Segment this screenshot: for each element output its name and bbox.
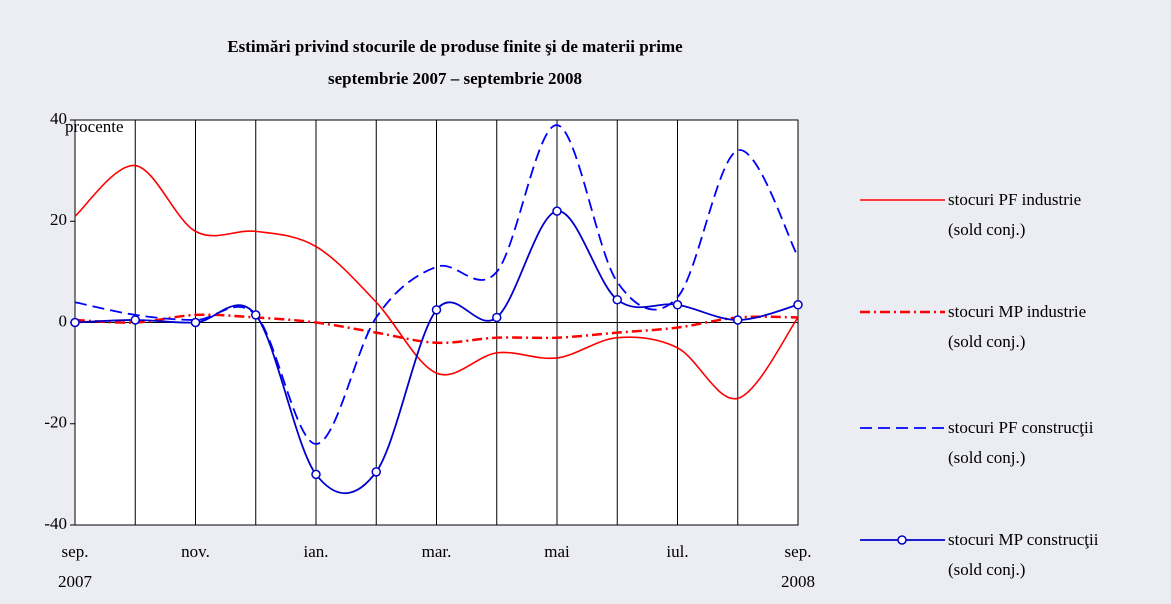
series-line bbox=[74, 313, 799, 345]
marker bbox=[130, 315, 140, 325]
marker bbox=[190, 317, 201, 328]
chart-title: Estimări privind stocurile de produse fi… bbox=[227, 37, 683, 56]
marker bbox=[733, 315, 743, 325]
marker bbox=[672, 300, 683, 310]
legend-marker bbox=[897, 535, 907, 545]
x-tick-label: iul. bbox=[666, 542, 688, 561]
marker bbox=[251, 310, 261, 320]
y-tick-label: -40 bbox=[44, 514, 67, 533]
series-line bbox=[74, 210, 799, 495]
marker bbox=[492, 312, 502, 323]
legend-label: stocuri PF industrie (sold conj.) bbox=[948, 190, 1082, 239]
x-tick-label: sep. bbox=[785, 542, 812, 561]
x-year-label: 2007 bbox=[58, 572, 93, 591]
series-line bbox=[74, 124, 799, 445]
x-tick-label: mai bbox=[544, 542, 570, 561]
marker bbox=[311, 469, 321, 480]
y-axis-label: procente bbox=[65, 117, 124, 136]
marker bbox=[70, 317, 80, 328]
y-tick-label: 0 bbox=[59, 311, 68, 330]
x-year-label: 2008 bbox=[781, 572, 815, 591]
x-tick-label: sep. bbox=[62, 542, 89, 561]
marker bbox=[793, 300, 803, 310]
x-tick-label: mar. bbox=[422, 542, 452, 561]
series-line bbox=[74, 164, 799, 400]
legend-label: stocuri MP construcţii (sold conj.) bbox=[948, 530, 1099, 579]
y-tick-label: 20 bbox=[50, 210, 67, 229]
marker bbox=[612, 294, 622, 305]
marker bbox=[552, 206, 562, 216]
y-tick-label: 40 bbox=[50, 109, 67, 128]
legend-label: stocuri PF construcţii (sold conj.) bbox=[948, 418, 1094, 467]
y-tick-label: -20 bbox=[44, 413, 67, 432]
marker bbox=[371, 467, 381, 477]
legend-label: stocuri MP industrie (sold conj.) bbox=[948, 302, 1087, 351]
marker bbox=[431, 305, 442, 315]
chart-subtitle: septembrie 2007 – septembrie 2008 bbox=[328, 69, 582, 88]
x-tick-label: ian. bbox=[303, 542, 328, 561]
x-tick-label: nov. bbox=[181, 542, 210, 561]
